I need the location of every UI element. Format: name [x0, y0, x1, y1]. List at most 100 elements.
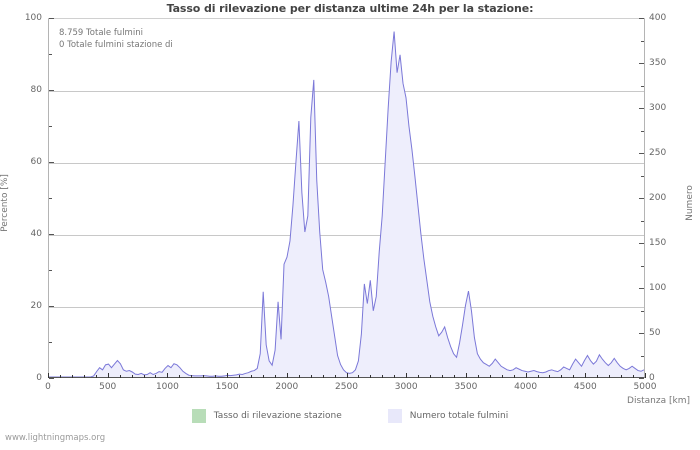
y-axis-right-major-tick: [639, 108, 644, 109]
y-axis-left-minor-tick: [49, 270, 52, 271]
y-axis-left-major-tick: [49, 162, 54, 163]
x-axis-minor-tick: [263, 375, 264, 378]
x-axis-major-tick: [108, 373, 109, 378]
x-axis-minor-tick: [633, 375, 634, 378]
chart-title: Tasso di rilevazione per distanza ultime…: [166, 2, 534, 15]
y-axis-left-major-tick: [49, 90, 54, 91]
y-axis-right-major-tick: [639, 198, 644, 199]
x-axis-tick-label: 2500: [335, 382, 358, 392]
gridline: [49, 235, 644, 236]
x-axis-minor-tick: [609, 375, 610, 378]
footer-source: www.lightningmaps.org: [5, 433, 106, 443]
y-axis-left-minor-tick: [49, 54, 52, 55]
y-axis-right-minor-tick: [641, 41, 644, 42]
y-axis-right-minor-tick: [641, 176, 644, 177]
series-line: [49, 32, 644, 377]
x-axis-minor-tick: [358, 375, 359, 378]
y-axis-right-major-tick: [639, 378, 644, 379]
legend-swatch: [387, 409, 402, 423]
legend-item[interactable]: Numero totale fulmini: [387, 409, 509, 423]
x-axis-major-tick: [585, 373, 586, 378]
y-axis-left-minor-tick: [49, 198, 52, 199]
y-axis-left-title: Percento [%]: [0, 174, 10, 232]
annotation-total-strikes: 8.759 Totale fulmini: [59, 28, 143, 38]
x-axis-minor-tick: [394, 375, 395, 378]
gridline: [49, 307, 644, 308]
x-axis-major-tick: [526, 373, 527, 378]
x-axis-minor-tick: [549, 375, 550, 378]
y-axis-right-minor-tick: [641, 266, 644, 267]
y-axis-right-major-tick: [639, 288, 644, 289]
x-axis-minor-tick: [96, 375, 97, 378]
y-axis-left-major-tick: [49, 18, 54, 19]
x-axis-minor-tick: [514, 375, 515, 378]
x-axis-major-tick: [227, 373, 228, 378]
x-axis-tick-label: 1500: [215, 382, 239, 392]
x-axis-minor-tick: [430, 375, 431, 378]
y-axis-left-tick-label: 60: [30, 157, 42, 167]
y-axis-right-tick-label: 50: [649, 328, 661, 338]
y-axis-right-tick-label: 0: [649, 373, 655, 383]
x-axis-major-tick: [347, 373, 348, 378]
x-axis-minor-tick: [370, 375, 371, 378]
y-axis-right-tick-label: 200: [649, 193, 667, 203]
x-axis-tick-label: 3000: [394, 382, 418, 392]
x-axis-minor-tick: [597, 375, 598, 378]
y-axis-right-tick-label: 250: [649, 148, 667, 158]
chart-legend: Tasso di rilevazione stazione Numero tota…: [0, 409, 700, 423]
legend-label: Tasso di rilevazione stazione: [213, 411, 342, 421]
y-axis-right-major-tick: [639, 153, 644, 154]
gridline: [49, 91, 644, 92]
annotation-station-strikes: 0 Totale fulmini stazione di: [59, 40, 173, 50]
y-axis-right-major-tick: [639, 243, 644, 244]
x-axis-minor-tick: [442, 375, 443, 378]
y-axis-right-minor-tick: [641, 131, 644, 132]
x-axis-minor-tick: [573, 375, 574, 378]
x-axis-minor-tick: [239, 375, 240, 378]
gridline: [49, 163, 644, 164]
x-axis-tick-label: 4500: [573, 382, 597, 392]
x-axis-minor-tick: [323, 375, 324, 378]
x-axis-major-tick: [48, 373, 49, 378]
x-axis-minor-tick: [490, 375, 491, 378]
x-axis-minor-tick: [72, 375, 73, 378]
series-area-numero-totale-fulmini: [49, 19, 644, 377]
x-axis-minor-tick: [251, 375, 252, 378]
y-axis-left-minor-tick: [49, 342, 52, 343]
y-axis-right-major-tick: [639, 63, 644, 64]
x-axis-minor-tick: [84, 375, 85, 378]
x-axis-major-tick: [466, 373, 467, 378]
y-axis-right-major-tick: [639, 18, 644, 19]
x-axis-major-tick: [406, 373, 407, 378]
x-axis-minor-tick: [60, 375, 61, 378]
y-axis-left-tick-label: 0: [36, 373, 42, 383]
x-axis-minor-tick: [203, 375, 204, 378]
x-axis-minor-tick: [418, 375, 419, 378]
x-axis-minor-tick: [502, 375, 503, 378]
x-axis-major-tick: [167, 373, 168, 378]
y-axis-right-tick-label: 400: [649, 13, 667, 23]
y-axis-left-tick-label: 100: [24, 13, 42, 23]
y-axis-right-minor-tick: [641, 86, 644, 87]
x-axis-minor-tick: [621, 375, 622, 378]
annotation-totals: 8.759 Totale fulmini 0 Totale fulmini st…: [59, 27, 173, 51]
y-axis-right-minor-tick: [641, 221, 644, 222]
x-axis-tick-label: 1000: [155, 382, 179, 392]
y-axis-left-major-tick: [49, 378, 54, 379]
x-axis-major-tick: [287, 373, 288, 378]
y-axis-right-tick-label: 100: [649, 283, 667, 293]
x-axis-minor-tick: [120, 375, 121, 378]
legend-item[interactable]: Tasso di rilevazione stazione: [191, 409, 342, 423]
legend-label: Numero totale fulmini: [409, 411, 509, 421]
y-axis-right-tick-label: 300: [649, 103, 667, 113]
x-axis-major-tick: [645, 373, 646, 378]
x-axis-minor-tick: [335, 375, 336, 378]
x-axis-minor-tick: [299, 375, 300, 378]
y-axis-left-major-tick: [49, 306, 54, 307]
plot-area: 8.759 Totale fulmini 0 Totale fulmini st…: [48, 18, 645, 378]
x-axis-minor-tick: [538, 375, 539, 378]
x-axis-title: Distanza [km]: [627, 396, 690, 406]
x-axis-minor-tick: [561, 375, 562, 378]
x-axis-minor-tick: [132, 375, 133, 378]
